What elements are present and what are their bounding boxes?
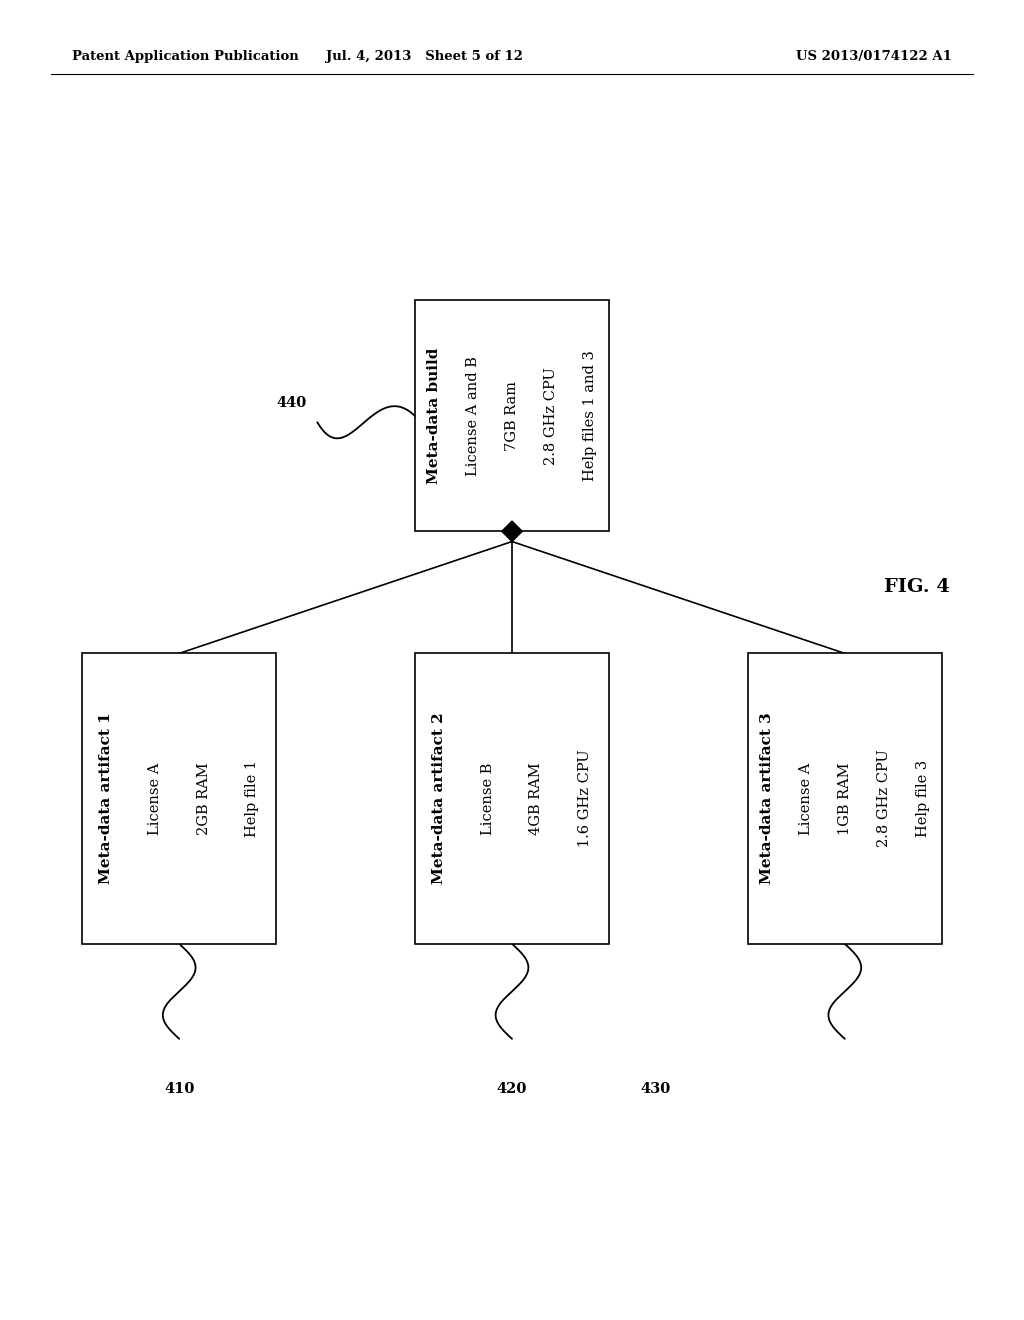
Text: 2.8 GHz CPU: 2.8 GHz CPU	[877, 750, 891, 847]
Bar	[748, 653, 942, 944]
Bar	[415, 653, 609, 944]
Bar	[82, 653, 276, 944]
Text: 2GB RAM: 2GB RAM	[197, 762, 211, 836]
Text: 440: 440	[276, 396, 307, 409]
Text: FIG. 4: FIG. 4	[884, 578, 949, 597]
Text: License B: License B	[480, 763, 495, 834]
Text: 420: 420	[497, 1082, 527, 1096]
Text: 1.6 GHz CPU: 1.6 GHz CPU	[578, 750, 592, 847]
Text: Meta-data artifact 1: Meta-data artifact 1	[99, 713, 114, 884]
Text: Meta-data artifact 2: Meta-data artifact 2	[432, 713, 446, 884]
Text: Help file 3: Help file 3	[915, 760, 930, 837]
Text: License A: License A	[147, 763, 162, 834]
Text: 410: 410	[164, 1082, 195, 1096]
Text: 4GB RAM: 4GB RAM	[529, 762, 544, 836]
Text: Meta-data build: Meta-data build	[427, 347, 441, 484]
Text: 1GB RAM: 1GB RAM	[838, 763, 852, 834]
Text: License A and B: License A and B	[466, 356, 480, 475]
Text: 2.8 GHz CPU: 2.8 GHz CPU	[544, 367, 558, 465]
Text: Help files 1 and 3: Help files 1 and 3	[583, 350, 597, 482]
Text: Patent Application Publication: Patent Application Publication	[72, 50, 298, 63]
Text: Jul. 4, 2013   Sheet 5 of 12: Jul. 4, 2013 Sheet 5 of 12	[327, 50, 523, 63]
Bar	[415, 301, 609, 531]
Text: Help file 1: Help file 1	[245, 760, 259, 837]
Text: License A: License A	[799, 763, 813, 834]
Polygon shape	[502, 521, 522, 541]
Text: 430: 430	[640, 1082, 671, 1096]
Text: US 2013/0174122 A1: US 2013/0174122 A1	[797, 50, 952, 63]
Text: 7GB Ram: 7GB Ram	[505, 380, 519, 451]
Text: Meta-data artifact 3: Meta-data artifact 3	[760, 713, 774, 884]
